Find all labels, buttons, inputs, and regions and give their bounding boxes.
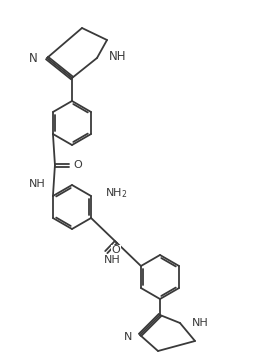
Text: NH: NH	[192, 318, 209, 328]
Text: O: O	[111, 245, 120, 255]
Text: N: N	[29, 51, 38, 64]
Text: NH: NH	[29, 179, 46, 189]
Text: O: O	[73, 160, 82, 170]
Text: NH: NH	[109, 50, 126, 63]
Text: NH: NH	[104, 255, 121, 265]
Text: NH$_2$: NH$_2$	[105, 186, 128, 200]
Text: N: N	[124, 332, 132, 342]
